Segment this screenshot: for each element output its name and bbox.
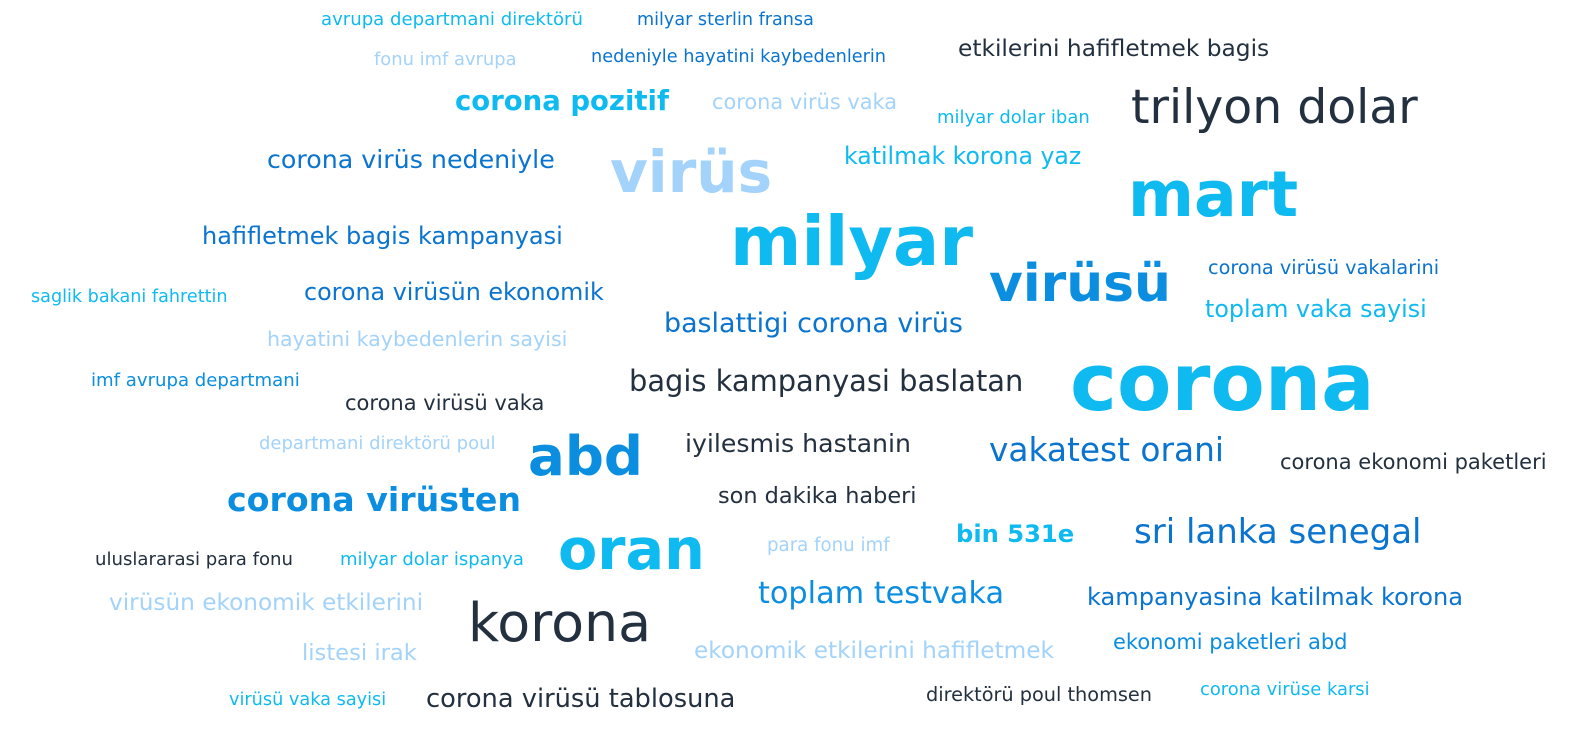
cloud-word: vakatest orani bbox=[989, 431, 1224, 470]
cloud-word: etkilerini hafifletmek bagis bbox=[958, 35, 1270, 63]
cloud-word: milyar sterlin fransa bbox=[637, 10, 814, 31]
cloud-word: toplam testvaka bbox=[758, 576, 1005, 612]
cloud-word: ekonomi paketleri abd bbox=[1113, 629, 1348, 654]
cloud-word: sri lanka senegal bbox=[1134, 512, 1422, 553]
cloud-word: virüsü vaka sayisi bbox=[229, 689, 387, 710]
cloud-word: corona virüs nedeniyle bbox=[267, 145, 555, 175]
cloud-word: son dakika haberi bbox=[718, 483, 917, 510]
cloud-word: virüsün ekonomik etkilerini bbox=[109, 589, 424, 617]
cloud-word: hafifletmek bagis kampanyasi bbox=[202, 221, 563, 250]
cloud-word: korona bbox=[468, 591, 652, 655]
cloud-word: corona virüsün ekonomik bbox=[304, 278, 604, 307]
cloud-word: corona virüs vaka bbox=[712, 89, 898, 114]
cloud-word: para fonu imf bbox=[767, 534, 890, 556]
cloud-word: corona virüsü vaka bbox=[345, 391, 545, 416]
cloud-word: mart bbox=[1128, 157, 1299, 232]
cloud-word: saglik bakani fahrettin bbox=[31, 287, 228, 308]
cloud-word: oran bbox=[558, 517, 705, 584]
cloud-word: fonu imf avrupa bbox=[374, 49, 517, 71]
cloud-word: trilyon dolar bbox=[1131, 80, 1418, 136]
cloud-word: imf avrupa departmani bbox=[91, 369, 300, 391]
cloud-word: corona virüse karsi bbox=[1200, 679, 1370, 701]
cloud-word: corona virüsten bbox=[227, 479, 521, 519]
cloud-word: avrupa departmani direktörü bbox=[321, 8, 583, 30]
cloud-word: katilmak korona yaz bbox=[844, 142, 1082, 171]
cloud-word: baslattigi corona virüs bbox=[664, 307, 963, 339]
cloud-word: milyar dolar iban bbox=[937, 107, 1090, 129]
cloud-word: virüs bbox=[610, 138, 773, 207]
cloud-word: virüsü bbox=[989, 254, 1171, 315]
cloud-word: uluslararasi para fonu bbox=[95, 548, 293, 570]
cloud-word: departmani direktörü poul bbox=[259, 432, 496, 454]
cloud-word: bagis kampanyasi baslatan bbox=[629, 363, 1024, 398]
cloud-word: abd bbox=[528, 423, 643, 488]
cloud-word: corona ekonomi paketleri bbox=[1280, 450, 1547, 475]
cloud-word: milyar bbox=[730, 201, 973, 282]
cloud-word: corona virüsü vakalarini bbox=[1208, 256, 1440, 280]
cloud-word: bin 531e bbox=[956, 519, 1075, 548]
cloud-word: nedeniyle hayatini kaybedenlerin bbox=[591, 47, 887, 68]
cloud-word: ekonomik etkilerini hafifletmek bbox=[694, 637, 1054, 665]
cloud-word: corona virüsü tablosuna bbox=[426, 683, 736, 714]
cloud-word: hayatini kaybedenlerin sayisi bbox=[267, 326, 568, 351]
cloud-word: kampanyasina katilmak korona bbox=[1087, 583, 1464, 612]
cloud-word: iyilesmis hastanin bbox=[685, 428, 911, 458]
cloud-word: corona bbox=[1070, 336, 1375, 430]
cloud-word: toplam vaka sayisi bbox=[1205, 295, 1427, 324]
cloud-word: milyar dolar ispanya bbox=[340, 548, 524, 570]
cloud-word: corona pozitif bbox=[455, 85, 669, 118]
cloud-word: direktörü poul thomsen bbox=[926, 682, 1152, 706]
cloud-word: listesi irak bbox=[302, 639, 417, 666]
